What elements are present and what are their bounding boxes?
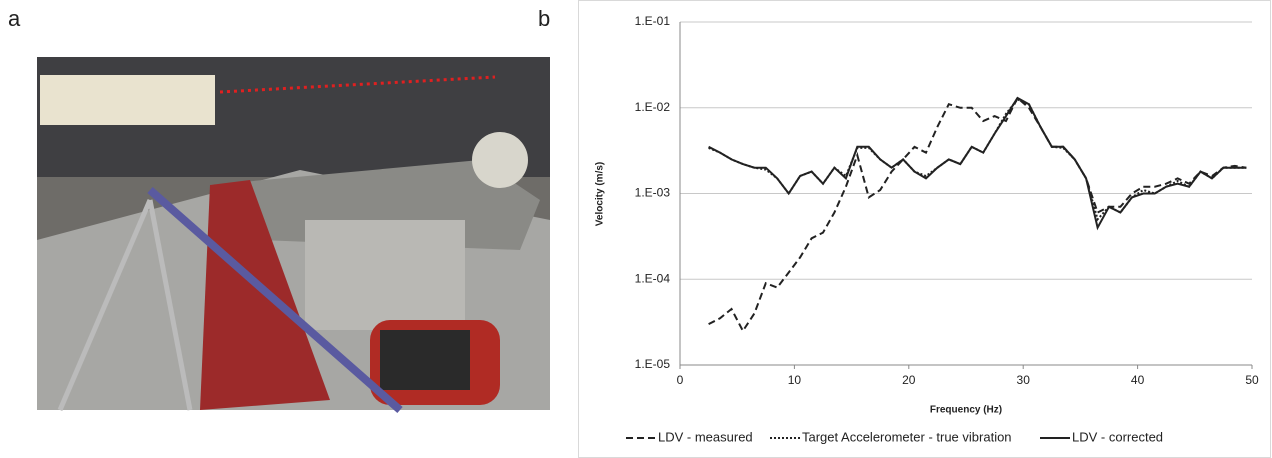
y-tick-label: 1.E-03 <box>635 186 671 200</box>
chart-frame <box>578 0 1271 458</box>
legend-label: LDV - measured <box>658 429 753 444</box>
x-tick-label: 20 <box>902 373 916 387</box>
series-line <box>708 98 1247 222</box>
y-tick-label: 1.E-02 <box>635 100 671 114</box>
photo <box>37 57 550 414</box>
x-tick-label: 40 <box>1131 373 1145 387</box>
panel-label: a <box>8 6 21 31</box>
legend-label: Target Accelerometer - true vibration <box>802 429 1012 444</box>
y-tick-label: 1.E-04 <box>635 271 671 285</box>
y-axis-title: Velocity (m/s) <box>595 162 606 226</box>
y-tick-label: 1.E-05 <box>635 357 671 371</box>
x-tick-label: 0 <box>677 373 684 387</box>
x-tick-label: 30 <box>1017 373 1031 387</box>
panel-label: b <box>538 6 550 31</box>
y-tick-label: 1.E-01 <box>635 14 671 28</box>
x-tick-label: 50 <box>1245 373 1259 387</box>
x-axis-title: Frequency (Hz) <box>930 405 1002 416</box>
series-line <box>708 96 1247 333</box>
legend-label: LDV - corrected <box>1072 429 1163 444</box>
series-line <box>708 96 1247 231</box>
x-tick-label: 10 <box>788 373 802 387</box>
